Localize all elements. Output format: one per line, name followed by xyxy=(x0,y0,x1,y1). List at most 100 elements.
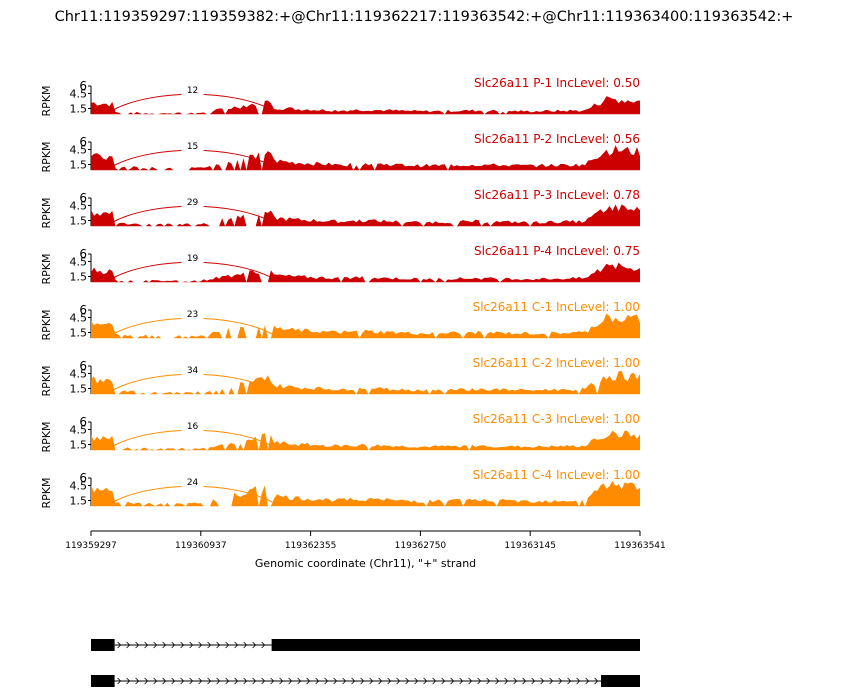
strand-arrow xyxy=(198,641,203,649)
strand-arrow xyxy=(252,641,257,649)
gene-model-isoform xyxy=(91,639,640,651)
strand-arrow xyxy=(342,677,347,685)
coverage-area xyxy=(91,370,640,395)
junction-label-bg xyxy=(181,476,204,487)
strand-arrow xyxy=(297,677,302,685)
strand-arrow xyxy=(549,677,554,685)
exon-block xyxy=(271,639,640,651)
sample-panel: 1.5 4.56 RPKM 12 Slc26a11 P-1 IncLevel: 0.50 xyxy=(40,76,640,116)
strand-arrow xyxy=(477,677,482,685)
junction-count-label: 29 xyxy=(187,198,199,208)
junction-label-bg xyxy=(181,308,204,319)
strand-arrow xyxy=(135,641,140,649)
strand-arrow xyxy=(396,677,401,685)
strand-arrow xyxy=(243,677,248,685)
strand-arrow xyxy=(225,641,230,649)
sample-label: Slc26a11 C-1 IncLevel: 1.00 xyxy=(473,300,640,314)
strand-arrow xyxy=(180,641,185,649)
y-tick-label: 1.5 xyxy=(70,215,88,228)
y-tick-label: 6 xyxy=(79,79,87,93)
strand-arrow xyxy=(189,641,194,649)
strand-arrow xyxy=(324,677,329,685)
junction-label-bg xyxy=(181,420,204,431)
y-tick-label: 6 xyxy=(79,135,87,149)
y-tick-label: 4.5 xyxy=(70,480,88,493)
sample-panel: 1.5 4.56 RPKM 24 Slc26a11 C-4 IncLevel: 1.00 xyxy=(40,468,640,508)
strand-arrow xyxy=(207,641,212,649)
chart-title: Chr11:119359297:119359382:+@Chr11:119362… xyxy=(54,9,794,25)
coverage-area xyxy=(91,145,640,171)
coverage-area xyxy=(91,204,640,227)
junction-count-label: 15 xyxy=(187,142,198,152)
y-tick-label: 6 xyxy=(79,471,87,485)
strand-arrow xyxy=(405,677,410,685)
strand-arrow xyxy=(360,677,365,685)
sample-label: Slc26a11 P-2 IncLevel: 0.56 xyxy=(474,132,640,146)
strand-arrow xyxy=(234,677,239,685)
y-tick-label: 6 xyxy=(79,359,87,373)
sample-label: Slc26a11 P-1 IncLevel: 0.50 xyxy=(474,76,640,90)
sample-panel: 1.5 4.56 RPKM 23 Slc26a11 C-1 IncLevel: 1.00 xyxy=(40,300,640,340)
strand-arrow xyxy=(468,677,473,685)
junction-count-label: 16 xyxy=(187,422,199,432)
strand-arrow xyxy=(306,677,311,685)
sample-panel: 1.5 4.56 RPKM 16 Slc26a11 C-3 IncLevel: 1.00 xyxy=(40,412,640,452)
strand-arrow xyxy=(414,677,419,685)
strand-arrow xyxy=(594,677,599,685)
junction-arc xyxy=(112,205,273,223)
x-tick-label: 119362750 xyxy=(395,541,447,551)
y-axis-label: RPKM xyxy=(40,310,53,341)
strand-arrow xyxy=(198,677,203,685)
y-tick-label: 4.5 xyxy=(70,144,88,157)
junction-count-label: 19 xyxy=(187,254,199,264)
y-tick-label: 6 xyxy=(79,191,87,205)
strand-arrow xyxy=(207,677,212,685)
sample-label: Slc26a11 C-4 IncLevel: 1.00 xyxy=(473,468,640,482)
strand-arrow xyxy=(315,677,320,685)
sample-panel: 1.5 4.56 RPKM 19 Slc26a11 P-4 IncLevel: 0.75 xyxy=(40,244,640,284)
strand-arrow xyxy=(504,677,509,685)
strand-arrow xyxy=(189,677,194,685)
strand-arrow xyxy=(234,641,239,649)
strand-arrow xyxy=(387,677,392,685)
y-tick-label: 6 xyxy=(79,247,87,261)
strand-arrow xyxy=(180,677,185,685)
gene-model-isoform xyxy=(91,675,640,687)
strand-arrow xyxy=(171,677,176,685)
strand-arrow xyxy=(567,677,572,685)
y-axis-label: RPKM xyxy=(40,254,53,285)
sample-label: Slc26a11 C-3 IncLevel: 1.00 xyxy=(473,412,640,426)
exon-block xyxy=(91,675,115,687)
junction-label-bg xyxy=(181,252,204,263)
x-tick-label: 119359297 xyxy=(65,541,117,551)
junction-arc xyxy=(112,317,273,335)
coverage-area xyxy=(91,96,640,115)
y-axis-label: RPKM xyxy=(40,366,53,397)
strand-arrow xyxy=(333,677,338,685)
sample-panel: 1.5 4.56 RPKM 34 Slc26a11 C-2 IncLevel: 1.00 xyxy=(40,356,640,396)
strand-arrow xyxy=(522,677,527,685)
strand-arrow xyxy=(270,677,275,685)
strand-arrow xyxy=(144,677,149,685)
strand-arrow xyxy=(423,677,428,685)
strand-arrow xyxy=(495,677,500,685)
junction-label-bg xyxy=(181,196,204,207)
y-tick-label: 4.5 xyxy=(70,256,88,269)
exon-block xyxy=(601,675,640,687)
coverage-area xyxy=(91,262,640,283)
strand-arrow xyxy=(153,641,158,649)
strand-arrow xyxy=(459,677,464,685)
strand-arrow xyxy=(126,641,131,649)
coverage-area xyxy=(91,313,640,339)
y-tick-label: 4.5 xyxy=(70,312,88,325)
junction-count-label: 12 xyxy=(187,86,198,96)
junction-label-bg xyxy=(181,364,204,375)
x-tick-label: 119363145 xyxy=(504,541,556,551)
strand-arrow xyxy=(243,641,248,649)
coverage-area xyxy=(91,430,640,451)
y-tick-label: 4.5 xyxy=(70,200,88,213)
strand-arrow xyxy=(369,677,374,685)
junction-label-bg xyxy=(181,84,204,95)
strand-arrow xyxy=(162,641,167,649)
